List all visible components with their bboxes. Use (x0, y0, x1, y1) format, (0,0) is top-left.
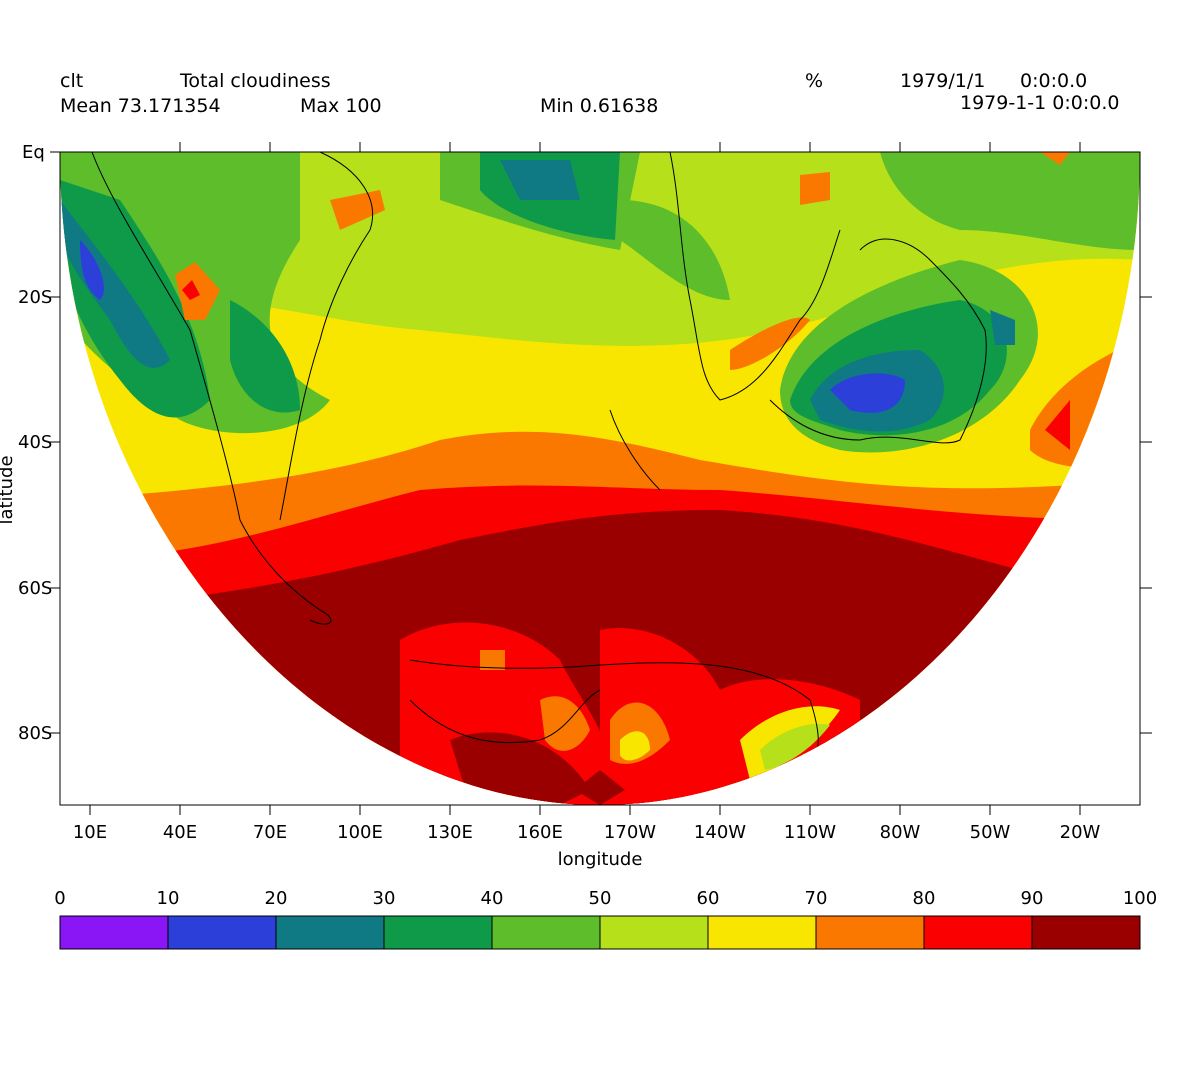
colorbar-tick-label: 50 (588, 888, 612, 909)
colorbar-tick-label: 70 (804, 888, 828, 909)
x-axis-label: longitude (558, 849, 643, 870)
x-tick-label: 110W (784, 822, 836, 843)
x-tick-label: 20W (1060, 822, 1101, 843)
datetime-label: 1979-1-1 0:0:0.0 (960, 92, 1120, 114)
y-tick-label: Eq (22, 142, 45, 163)
date-label: 1979/1/1 (900, 70, 986, 92)
time-label: 0:0:0.0 (1020, 70, 1088, 92)
x-tick-label: 10E (73, 822, 107, 843)
y-tick-label: 20S (18, 287, 52, 308)
max-stat: Max 100 (300, 95, 382, 117)
coastlines (91, 152, 987, 751)
colorbar-swatch (923, 915, 1033, 950)
colorbar-tick-label: 10 (156, 888, 180, 909)
plot-frame (59, 151, 1141, 806)
x-ticks (89, 142, 1081, 815)
colorbar-tick-label: 40 (480, 888, 504, 909)
colorbar-tick-label: 90 (1020, 888, 1044, 909)
colorbar-swatch (167, 915, 277, 950)
colorbar-swatch (59, 915, 169, 950)
colorbar-swatch (491, 915, 601, 950)
x-tick-label: 80W (880, 822, 921, 843)
colorbar-swatch (1031, 915, 1141, 950)
variable-name: clt (60, 70, 84, 92)
colorbar-swatch (275, 915, 385, 950)
colorbar-tick-label: 20 (264, 888, 288, 909)
x-tick-label: 40E (163, 822, 197, 843)
units-label: % (805, 70, 824, 92)
colorbar-swatch (383, 915, 493, 950)
x-tick-label: 100E (337, 822, 383, 843)
colorbar-tick-label: 100 (1122, 888, 1158, 909)
y-tick-label: 40S (18, 432, 52, 453)
x-tick-label: 70E (253, 822, 287, 843)
colorbar-tick-label: 60 (696, 888, 720, 909)
x-tick-label: 170W (604, 822, 656, 843)
colorbar-swatch (815, 915, 925, 950)
colorbar-swatch (599, 915, 709, 950)
y-tick-label: 80S (18, 723, 52, 744)
y-ticks (50, 151, 1152, 734)
colorbar-tick-label: 80 (912, 888, 936, 909)
x-tick-label: 50W (970, 822, 1011, 843)
y-tick-label: 60S (18, 578, 52, 599)
x-tick-label: 140W (694, 822, 746, 843)
colorbar-swatch (707, 915, 817, 950)
y-axis-label: latitude (0, 455, 17, 524)
min-stat: Min 0.61638 (540, 95, 659, 117)
x-tick-label: 160E (517, 822, 563, 843)
x-tick-label: 130E (427, 822, 473, 843)
variable-long-name: Total cloudiness (180, 70, 331, 92)
colorbar-tick-label: 30 (372, 888, 396, 909)
colorbar (59, 915, 1141, 950)
colorbar-tick-label: 0 (54, 888, 66, 909)
mean-stat: Mean 73.171354 (60, 95, 221, 117)
